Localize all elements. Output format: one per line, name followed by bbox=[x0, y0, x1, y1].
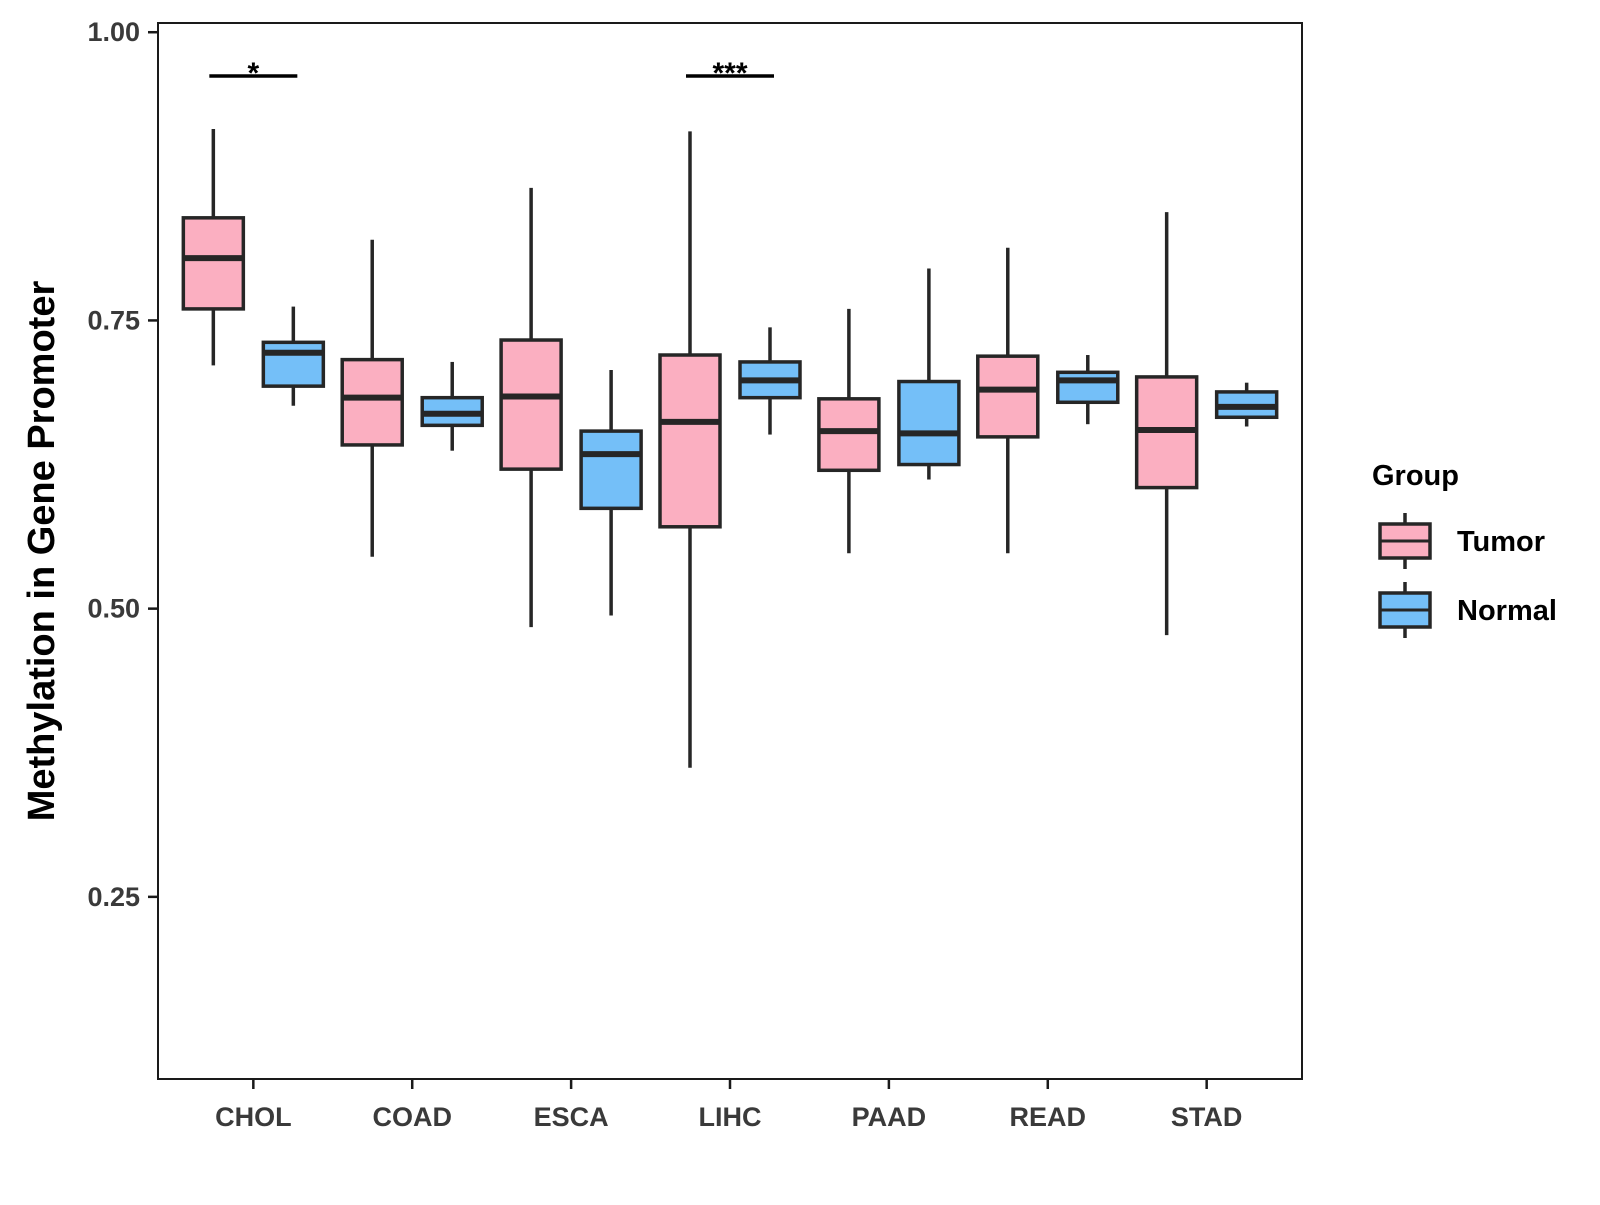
legend-label-normal: Normal bbox=[1457, 595, 1557, 627]
box-tumor-chol bbox=[181, 129, 246, 366]
y-tick-label-1: 0.50 bbox=[87, 594, 140, 624]
iqr-box bbox=[261, 340, 326, 388]
iqr-box bbox=[579, 429, 643, 511]
box-tumor-stad bbox=[1134, 212, 1199, 636]
x-tick-label-read: READ bbox=[1010, 1102, 1087, 1132]
y-tick-label-3: 1.00 bbox=[87, 17, 140, 47]
box-tumor-coad bbox=[340, 239, 404, 557]
y-tick-label-0: 0.25 bbox=[87, 882, 140, 912]
box-tumor-esca bbox=[499, 187, 563, 628]
significance-annotations: * *** bbox=[209, 57, 774, 90]
legend-label-tumor: Tumor bbox=[1457, 526, 1545, 558]
x-tick-label-coad: COAD bbox=[372, 1102, 452, 1132]
box-tumor-paad bbox=[817, 308, 881, 554]
boxes-layer bbox=[181, 129, 1279, 768]
iqr-box bbox=[340, 357, 404, 447]
y-axis-title: Methylation in Gene Promoter bbox=[21, 281, 63, 822]
legend-item-tumor: Tumor bbox=[1378, 513, 1545, 569]
box-normal-chol bbox=[261, 306, 326, 406]
x-tick-label-paad: PAAD bbox=[852, 1102, 927, 1132]
y-axis: 0.25 0.50 0.75 1.00 bbox=[87, 17, 158, 912]
iqr-box bbox=[658, 353, 722, 529]
x-axis: CHOL COAD ESCA LIHC PAAD READ STAD bbox=[215, 1079, 1242, 1132]
box-normal-read bbox=[1056, 355, 1120, 425]
legend-title: Group bbox=[1372, 460, 1459, 492]
iqr-box bbox=[976, 354, 1040, 439]
iqr-box bbox=[181, 216, 246, 311]
legend: Group Tumor Normal bbox=[1372, 460, 1557, 638]
iqr-box bbox=[1056, 370, 1120, 405]
box-tumor-read bbox=[976, 247, 1040, 554]
x-tick-label-stad: STAD bbox=[1171, 1102, 1243, 1132]
iqr-box bbox=[817, 397, 881, 473]
box-normal-lihc bbox=[738, 327, 802, 435]
significance-label-chol: * bbox=[247, 57, 259, 90]
x-tick-label-esca: ESCA bbox=[534, 1102, 609, 1132]
x-tick-label-lihc: LIHC bbox=[699, 1102, 762, 1132]
x-tick-label-chol: CHOL bbox=[215, 1102, 292, 1132]
box-normal-esca bbox=[579, 370, 643, 616]
box-tumor-lihc bbox=[658, 131, 722, 768]
box-normal-coad bbox=[420, 361, 484, 451]
significance-label-lihc: *** bbox=[712, 57, 747, 90]
box-normal-stad bbox=[1214, 382, 1279, 427]
box-normal-paad bbox=[897, 268, 961, 480]
iqr-box bbox=[499, 338, 563, 471]
y-tick-label-2: 0.75 bbox=[87, 305, 140, 335]
iqr-box bbox=[897, 379, 961, 467]
plot-panel bbox=[157, 22, 1303, 1080]
legend-item-normal: Normal bbox=[1378, 582, 1557, 638]
